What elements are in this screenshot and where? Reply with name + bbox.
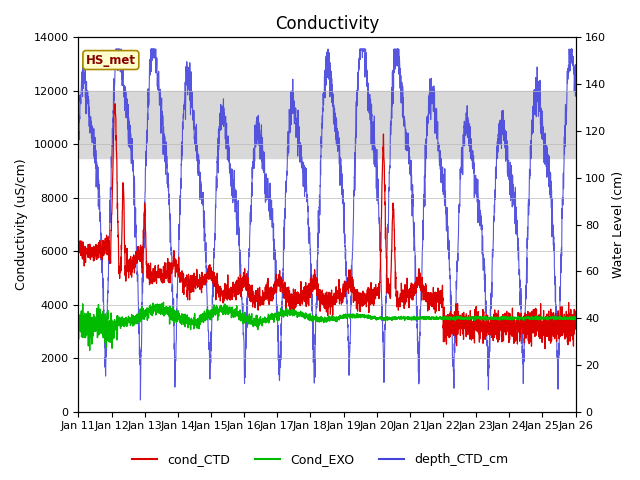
Legend: cond_CTD, Cond_EXO, depth_CTD_cm: cond_CTD, Cond_EXO, depth_CTD_cm [127,448,513,471]
Text: HS_met: HS_met [86,54,136,67]
Bar [79,91,575,157]
Y-axis label: Conductivity (uS/cm): Conductivity (uS/cm) [15,159,28,290]
Title: Conductivity: Conductivity [275,15,379,33]
Y-axis label: Water Level (cm): Water Level (cm) [612,171,625,278]
